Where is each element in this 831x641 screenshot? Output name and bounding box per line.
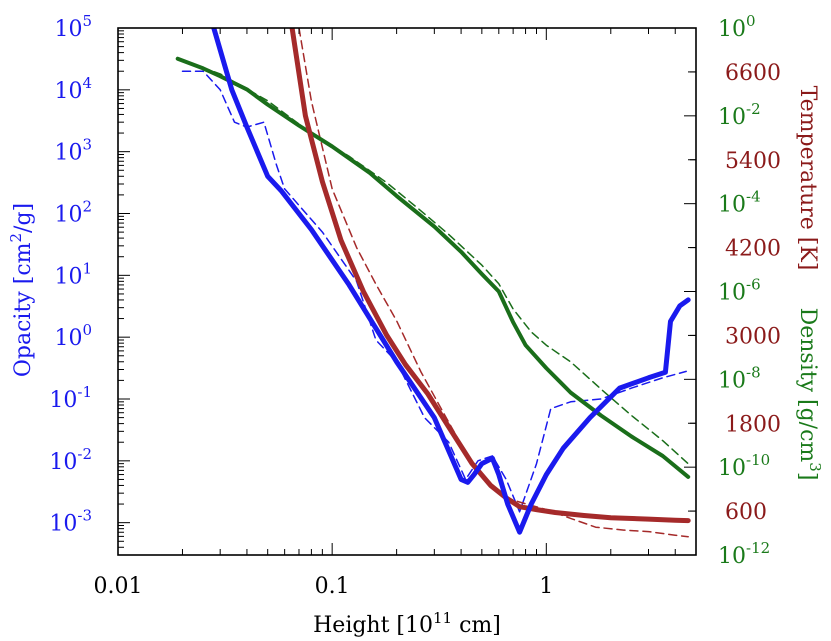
opacity-tick-label: 10-3 <box>49 507 92 537</box>
temperature-tick-label: 6600 <box>725 61 781 86</box>
x-axis-title-tail: cm] <box>452 613 501 638</box>
density-axis-title: Density [g/cm3] <box>795 308 824 481</box>
density-axis-title-base: Density [g/cm <box>795 308 820 463</box>
opacity-tick-label-base: 10 <box>54 79 82 104</box>
temperature-solid-line <box>289 28 691 524</box>
density-tick-label: 100 <box>718 12 756 42</box>
opacity-axis-title-tail: /g] <box>11 203 36 233</box>
opacity-tick-label-exp: -1 <box>77 383 92 401</box>
x-tick-label: 0.01 <box>94 574 143 599</box>
density-tick-label: 10-4 <box>718 188 761 218</box>
density-tick-label-exp: -6 <box>746 276 761 294</box>
opacity-tick-label-exp: 3 <box>82 136 92 154</box>
temperature-tick-label: 600 <box>725 500 767 525</box>
plot-frame <box>117 27 697 556</box>
density-tick-label-base: 10 <box>718 368 746 393</box>
opacity-tick-label: 101 <box>54 259 92 289</box>
density-tick-label-exp: -10 <box>746 451 770 469</box>
density-tick-label-base: 10 <box>718 105 746 130</box>
opacity-dashed-line <box>181 70 687 513</box>
opacity-tick-label-base: 10 <box>49 512 77 537</box>
x-ticks: 0.01 0.1 1 <box>94 28 697 599</box>
opacity-tick-label-exp: 0 <box>82 321 92 339</box>
series-layer <box>175 28 691 538</box>
opacity-tick-label-exp: 1 <box>82 259 92 277</box>
x-tick-label: 1 <box>539 574 553 599</box>
opacity-tick-label: 102 <box>54 198 92 228</box>
temperature-tick-label: 3000 <box>725 324 781 349</box>
opacity-tick-label: 104 <box>54 74 92 104</box>
x-axis-title: Height [1011 cm] <box>313 609 501 638</box>
density-tick-label-base: 10 <box>718 17 746 42</box>
density-axis-title-tail: ] <box>795 472 820 481</box>
temperature-tick-label: 1800 <box>725 412 781 437</box>
opacity-axis-title-sup: 2 <box>7 233 25 243</box>
opacity-tick-label-exp: 2 <box>82 198 92 216</box>
density-axis-title-sup: 3 <box>806 462 824 472</box>
density-tick-label-exp: -12 <box>746 539 770 557</box>
opacity-tick-label-base: 10 <box>54 203 82 228</box>
opacity-tick-label-base: 10 <box>49 388 77 413</box>
opacity-tick-label: 100 <box>54 321 92 351</box>
density-tick-label: 10-2 <box>718 100 761 130</box>
density-tick-label-exp: -2 <box>746 100 761 118</box>
x-axis-title-base: Height [10 <box>313 613 433 638</box>
density-tick-label-exp: -4 <box>746 188 761 206</box>
opacity-solid-line <box>211 28 691 535</box>
density-tick-label: 10-10 <box>718 451 770 481</box>
opacity-tick-label-base: 10 <box>54 17 82 42</box>
opacity-tick-label: 103 <box>54 136 92 166</box>
opacity-tick-label: 10-1 <box>49 383 92 413</box>
density-tick-label: 10-12 <box>718 539 770 569</box>
temperature-axis-ticks: 6600 5400 4200 3000 1800 600 <box>688 61 781 525</box>
density-tick-label: 10-8 <box>718 363 761 393</box>
x-axis-title-sup: 11 <box>433 609 452 627</box>
density-tick-label-base: 10 <box>718 193 746 218</box>
opacity-tick-label-exp: 5 <box>82 12 92 30</box>
opacity-tick-label-base: 10 <box>49 450 77 475</box>
opacity-tick-label-base: 10 <box>54 264 82 289</box>
opacity-tick-label-exp: 4 <box>82 74 92 92</box>
opacity-tick-label-base: 10 <box>54 141 82 166</box>
x-tick-label: 0.1 <box>315 574 350 599</box>
opacity-tick-label-exp: -2 <box>77 445 92 463</box>
opacity-tick-label: 105 <box>54 12 92 42</box>
opacity-tick-label: 10-2 <box>49 445 92 475</box>
density-tick-label-exp: 0 <box>746 12 756 30</box>
density-tick-label-base: 10 <box>718 544 746 569</box>
opacity-axis-title: Opacity [cm2/g] <box>7 203 36 377</box>
temperature-tick-label: 5400 <box>725 149 781 174</box>
opacity-tick-label-exp: -3 <box>77 507 92 525</box>
density-tick-label: 10-6 <box>718 276 761 306</box>
density-tick-label-exp: -8 <box>746 363 761 381</box>
opacity-tick-label-base: 10 <box>54 326 82 351</box>
temperature-axis-title: Temperature [K] <box>795 86 820 271</box>
opacity-axis-title-base: Opacity [cm <box>11 242 36 377</box>
density-tick-label-base: 10 <box>718 281 746 306</box>
temperature-tick-label: 4200 <box>725 237 781 262</box>
density-solid-line <box>175 56 691 479</box>
density-tick-label-base: 10 <box>718 456 746 481</box>
